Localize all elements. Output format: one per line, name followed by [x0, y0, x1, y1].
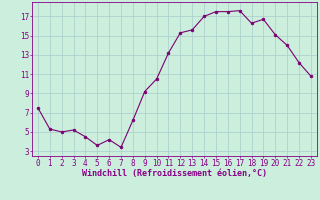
X-axis label: Windchill (Refroidissement éolien,°C): Windchill (Refroidissement éolien,°C)	[82, 169, 267, 178]
